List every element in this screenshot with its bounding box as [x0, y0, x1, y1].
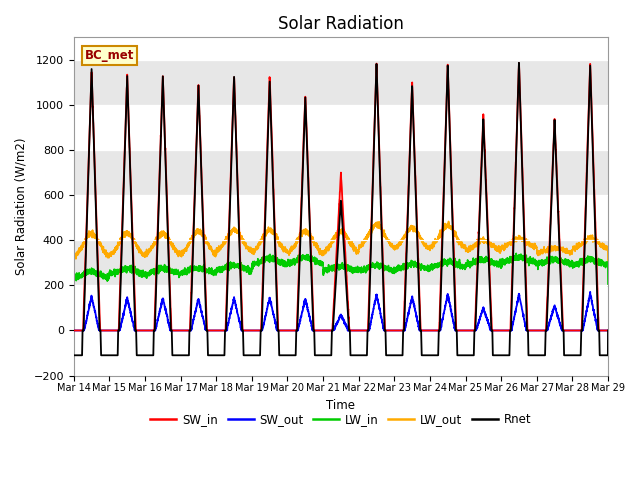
LW_in: [491, 258, 499, 264]
Line: LW_in: LW_in: [74, 253, 608, 286]
Rnet: [166, 294, 173, 300]
Rnet: [431, 352, 438, 358]
LW_in: [166, 267, 173, 273]
LW_out: [70, 252, 77, 258]
Rnet: [491, 352, 499, 358]
LW_out: [445, 218, 452, 224]
SW_out: [321, 327, 328, 333]
Rnet: [321, 352, 328, 358]
Rnet: [604, 352, 611, 358]
LW_in: [604, 283, 612, 288]
SW_in: [166, 280, 173, 286]
X-axis label: Time: Time: [326, 399, 355, 412]
Line: LW_out: LW_out: [74, 221, 608, 267]
SW_out: [586, 289, 594, 295]
LW_in: [513, 251, 520, 256]
SW_in: [431, 327, 438, 333]
LW_out: [321, 248, 328, 254]
LW_in: [431, 261, 438, 266]
SW_out: [431, 327, 438, 333]
Bar: [74, 60, 608, 105]
LW_out: [166, 240, 173, 246]
SW_in: [515, 60, 523, 66]
SW_in: [491, 327, 499, 333]
Rnet: [70, 352, 77, 358]
SW_in: [604, 327, 611, 333]
Bar: [74, 150, 608, 195]
SW_out: [70, 327, 77, 333]
LW_in: [321, 267, 328, 273]
Rnet: [515, 60, 523, 66]
SW_in: [604, 327, 612, 333]
SW_out: [166, 325, 173, 331]
LW_in: [70, 271, 77, 277]
SW_out: [604, 327, 611, 333]
Legend: SW_in, SW_out, LW_in, LW_out, Rnet: SW_in, SW_out, LW_in, LW_out, Rnet: [146, 408, 536, 431]
Title: Solar Radiation: Solar Radiation: [278, 15, 404, 33]
Line: SW_out: SW_out: [74, 292, 608, 330]
Text: BC_met: BC_met: [84, 49, 134, 62]
LW_out: [431, 240, 438, 245]
Line: SW_in: SW_in: [74, 63, 608, 330]
Rnet: [461, 352, 468, 358]
Line: Rnet: Rnet: [74, 63, 608, 355]
LW_in: [461, 263, 468, 268]
SW_in: [461, 327, 468, 333]
LW_out: [461, 242, 468, 248]
SW_in: [70, 327, 77, 333]
LW_in: [604, 261, 611, 266]
SW_out: [491, 327, 499, 333]
LW_out: [604, 243, 611, 249]
LW_out: [491, 246, 499, 252]
SW_out: [604, 327, 612, 333]
SW_in: [321, 327, 328, 333]
LW_out: [604, 264, 612, 270]
Rnet: [604, 327, 612, 333]
Bar: [74, 240, 608, 286]
Y-axis label: Solar Radiation (W/m2): Solar Radiation (W/m2): [15, 138, 28, 275]
SW_out: [461, 327, 468, 333]
